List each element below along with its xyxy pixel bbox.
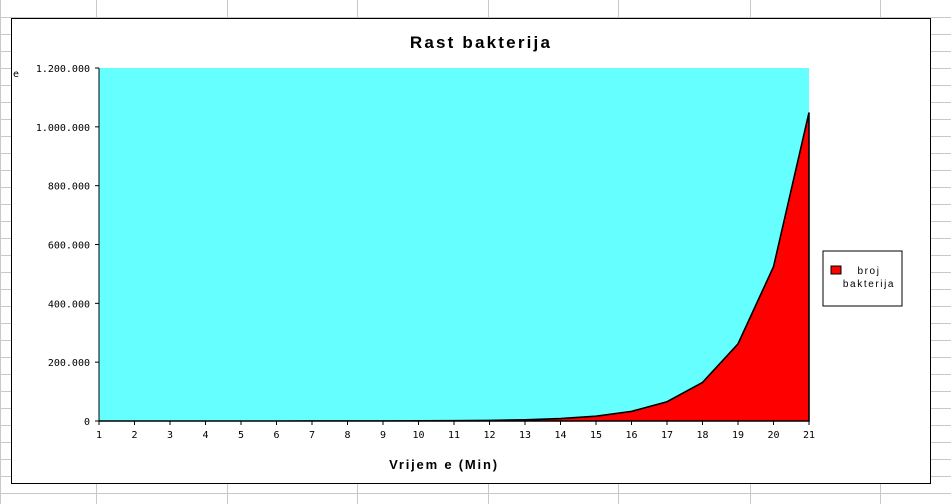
y-axis-ticks: 0 200.000 400.000 600.000 800.000 1.000.000 1.…: [36, 64, 99, 428]
x-tick-label: 21: [803, 430, 815, 441]
plot-area: [99, 68, 809, 421]
y-tick-label: 1.000.000: [36, 123, 90, 134]
x-axis-title: Vrijem e (Min): [389, 457, 499, 472]
chart-title: Rast bakterija: [410, 33, 552, 52]
x-tick-label: 19: [732, 430, 744, 441]
x-tick-label: 6: [273, 430, 279, 441]
x-tick-label: 3: [167, 430, 173, 441]
y-tick-label: 400.000: [48, 299, 90, 310]
x-tick-label: 18: [696, 430, 708, 441]
x-tick-label: 5: [238, 430, 244, 441]
x-tick-label: 15: [590, 430, 602, 441]
y-tick-label: 0: [84, 417, 90, 428]
x-tick-label: 12: [483, 430, 495, 441]
chart-frame[interactable]: Rast bakterija e 0 200.000 400.000 600.000 8…: [11, 18, 931, 484]
y-tick-label: 600.000: [48, 241, 90, 252]
x-tick-label: 9: [380, 430, 386, 441]
x-tick-label: 7: [309, 430, 315, 441]
x-tick-label: 14: [554, 430, 566, 441]
x-tick-label: 8: [344, 430, 350, 441]
legend-label-line-2: bakterija: [843, 279, 895, 290]
x-tick-label: 11: [448, 430, 460, 441]
x-tick-label: 10: [412, 430, 424, 441]
y-tick-label: 1.200.000: [36, 64, 90, 75]
legend-box: [822, 250, 903, 307]
legend[interactable]: broj bakterija: [822, 250, 903, 307]
x-tick-label: 17: [661, 430, 673, 441]
x-tick-label: 16: [625, 430, 637, 441]
y-axis-label: e: [13, 69, 19, 80]
legend-label-line-1: broj: [857, 266, 880, 277]
x-axis-ticks: 1 2 3 4 5 6 7 8 9 10 11 12 13 14 15 16 17 18 19 20 21: [96, 421, 815, 441]
x-tick-label: 20: [767, 430, 779, 441]
x-tick-label: 2: [131, 430, 137, 441]
y-tick-label: 800.000: [48, 182, 90, 193]
legend-swatch: [830, 265, 842, 275]
x-tick-label: 1: [96, 430, 102, 441]
area-chart: Rast bakterija e 0 200.000 400.000 600.000 8…: [13, 33, 903, 472]
y-tick-label: 200.000: [48, 358, 90, 369]
x-tick-label: 4: [202, 430, 208, 441]
x-tick-label: 13: [519, 430, 531, 441]
